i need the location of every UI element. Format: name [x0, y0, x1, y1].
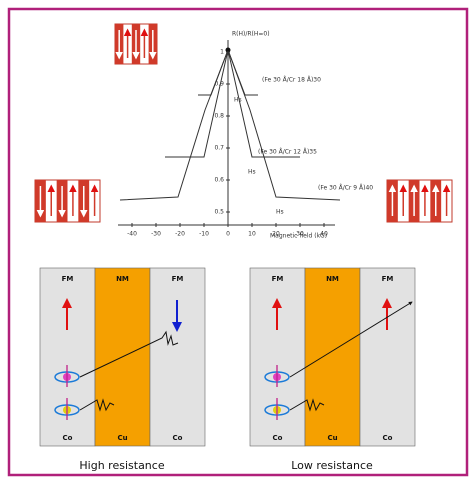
x-tick-label: 30: [296, 231, 304, 238]
hs-label: Hs: [248, 169, 256, 176]
x-tick-label: -30: [151, 231, 161, 238]
figure: R(H)/R(H=0)Magnetic field (kG)-40-30-20-…: [0, 0, 476, 484]
x-tick-label: 0: [226, 231, 230, 238]
x-tick-label: -10: [199, 231, 209, 238]
x-tick-label: -40: [127, 231, 137, 238]
y-tick-label: 0.7: [214, 145, 224, 152]
layer-label: NM: [326, 275, 339, 283]
layer: [305, 268, 360, 446]
layer-label: FM: [382, 275, 394, 283]
hs-label: Hs: [276, 209, 284, 216]
material-label: Cu: [117, 434, 127, 442]
layer-label: FM: [272, 275, 284, 283]
y-tick-label: 0.9: [214, 81, 224, 88]
layer-label: FM: [172, 275, 184, 283]
x-tick-label: 40: [320, 231, 328, 238]
material-label: Co: [173, 434, 183, 442]
y-tick-label: 0.5: [214, 209, 224, 216]
x-tick-label: -20: [175, 231, 185, 238]
material-label: Co: [383, 434, 393, 442]
material-label: Co: [273, 434, 283, 442]
y-tick-label: 1: [220, 49, 224, 56]
hs-label: Hs: [234, 97, 242, 104]
caption: Low resistance: [291, 459, 373, 472]
x-tick-label: 20: [272, 231, 280, 238]
y-tick-label: 0.6: [214, 177, 224, 184]
layer-label: FM: [62, 275, 74, 283]
layer: [360, 268, 415, 446]
y-tick-label: 0.8: [214, 113, 224, 120]
curve-label: (Fe 30 Å/Cr 9 Å)40: [318, 185, 373, 192]
curve-label: (Fe 30 Å/Cr 18 Å)30: [262, 77, 321, 84]
caption: High resistance: [79, 459, 164, 472]
x-tick-label: 10: [248, 231, 256, 238]
layer-label: NM: [116, 275, 129, 283]
layer: [150, 268, 205, 446]
material-label: Co: [63, 434, 73, 442]
curve-label: (Fe 30 Å/Cr 12 Å)35: [258, 149, 317, 156]
y-label: R(H)/R(H=0): [232, 31, 270, 38]
material-label: Cu: [327, 434, 337, 442]
